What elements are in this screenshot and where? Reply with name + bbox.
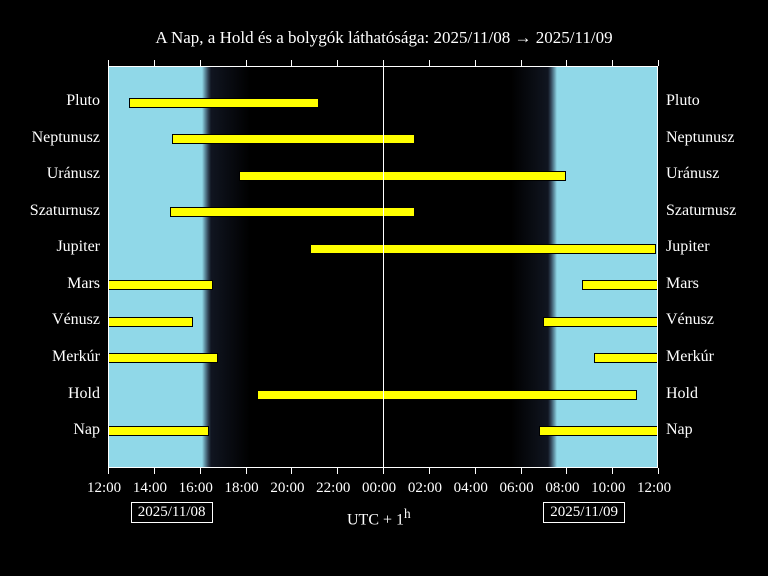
x-tick: [383, 60, 384, 66]
x-tick: [108, 468, 109, 474]
x-tick: [475, 468, 476, 474]
body-label-left: Pluto: [66, 92, 100, 110]
body-label-right: Szaturnusz: [666, 202, 736, 220]
x-tick-label: 12:00: [637, 480, 671, 497]
x-tick: [383, 468, 384, 474]
timezone-label: UTC + 1h: [347, 506, 411, 529]
x-tick: [291, 60, 292, 66]
body-label-left: Nap: [73, 421, 100, 439]
body-label-left: Merkúr: [52, 348, 100, 366]
x-tick: [337, 60, 338, 66]
body-label-left: Uránusz: [47, 165, 100, 183]
x-tick: [658, 468, 659, 474]
x-tick: [337, 468, 338, 474]
body-label-left: Hold: [68, 385, 100, 403]
body-label-left: Vénusz: [52, 311, 100, 329]
x-tick: [521, 468, 522, 474]
body-label-left: Neptunusz: [32, 129, 100, 147]
x-tick-label: 22:00: [316, 480, 350, 497]
x-tick-label: 02:00: [408, 480, 442, 497]
x-tick-label: 16:00: [179, 480, 213, 497]
date-left-box: 2025/11/08: [131, 502, 213, 523]
body-label-right: Uránusz: [666, 165, 719, 183]
body-label-right: Jupiter: [666, 238, 710, 256]
timezone-sup: h: [404, 506, 411, 521]
x-tick: [658, 60, 659, 66]
body-label-right: Pluto: [666, 92, 700, 110]
x-tick: [475, 60, 476, 66]
x-tick: [200, 468, 201, 474]
body-label-right: Neptunusz: [666, 129, 734, 147]
x-tick-label: 06:00: [500, 480, 534, 497]
body-label-right: Merkúr: [666, 348, 714, 366]
x-tick: [429, 60, 430, 66]
x-tick: [154, 60, 155, 66]
x-tick-label: 10:00: [591, 480, 625, 497]
body-label-left: Mars: [67, 275, 100, 293]
plot-border: [108, 66, 658, 468]
date-right-box: 2025/11/09: [543, 502, 625, 523]
body-label-right: Vénusz: [666, 311, 714, 329]
x-tick: [108, 60, 109, 66]
body-label-right: Mars: [666, 275, 699, 293]
x-tick: [246, 60, 247, 66]
body-label-left: Jupiter: [56, 238, 100, 256]
chart-title: A Nap, a Hold és a bolygók láthatósága: …: [0, 28, 768, 48]
x-tick: [154, 468, 155, 474]
x-tick-label: 04:00: [454, 480, 488, 497]
timezone-text: UTC + 1: [347, 511, 404, 528]
x-tick: [612, 468, 613, 474]
x-tick: [291, 468, 292, 474]
body-label-left: Szaturnusz: [30, 202, 100, 220]
x-tick-label: 20:00: [270, 480, 304, 497]
x-tick: [566, 60, 567, 66]
x-tick-label: 08:00: [545, 480, 579, 497]
x-tick-label: 18:00: [225, 480, 259, 497]
x-tick: [200, 60, 201, 66]
x-tick: [246, 468, 247, 474]
x-tick: [612, 60, 613, 66]
x-tick-label: 00:00: [362, 480, 396, 497]
x-tick-label: 14:00: [133, 480, 167, 497]
x-tick-label: 12:00: [87, 480, 121, 497]
x-tick: [521, 60, 522, 66]
body-label-right: Nap: [666, 421, 693, 439]
x-tick: [566, 468, 567, 474]
x-tick: [429, 468, 430, 474]
body-label-right: Hold: [666, 385, 698, 403]
